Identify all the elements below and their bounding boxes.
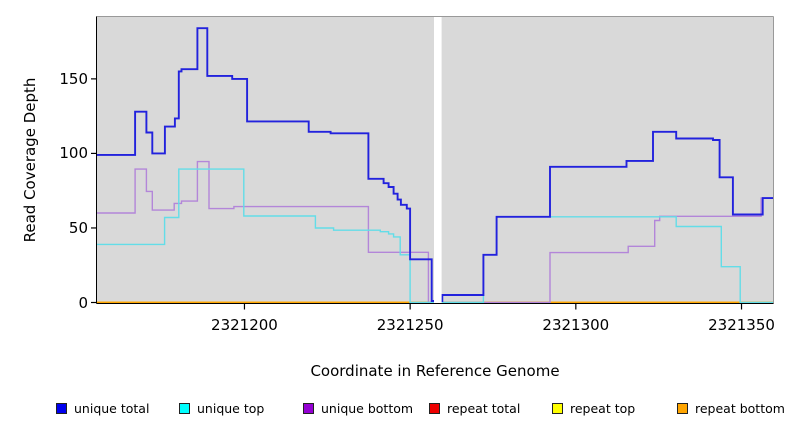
x-axis-title: Coordinate in Reference Genome [310, 362, 560, 380]
y-tick-label: 0 [78, 293, 88, 312]
series-line-unique-top [97, 168, 773, 304]
x-tick-label: 2321200 [211, 316, 278, 334]
y-tick-label: 100 [59, 144, 88, 163]
y-axis-title: Read Coverage Depth [21, 77, 39, 243]
series-line-unique-bottom [97, 160, 773, 304]
x-tick-label: 2321250 [376, 316, 444, 334]
x-tick-label: 2321350 [708, 316, 775, 334]
y-tick-label: 150 [59, 69, 88, 88]
y-tick-label: 50 [68, 218, 88, 237]
no-data-gap-band [434, 16, 442, 304]
series-line-unique-total [97, 27, 773, 302]
x-tick-label: 2321300 [542, 316, 610, 334]
